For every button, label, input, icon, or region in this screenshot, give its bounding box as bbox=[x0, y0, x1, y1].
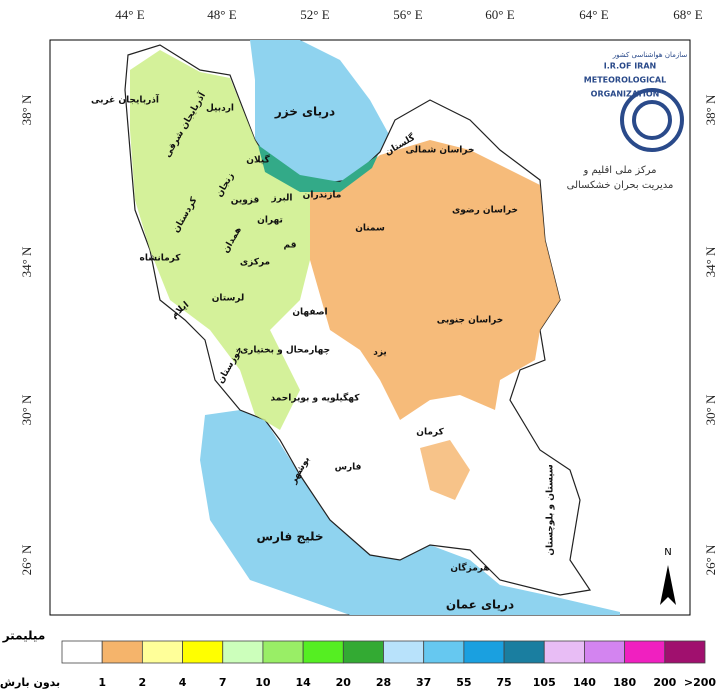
province-label: خراسان شمالی bbox=[406, 146, 475, 156]
province-label: خراسان جنوبی bbox=[437, 316, 504, 326]
logo: سازمان هواشناسی کشور I.R.OF IRAN METEORO… bbox=[567, 51, 688, 191]
legend-swatch bbox=[101, 640, 143, 664]
logo-ring bbox=[632, 100, 672, 140]
wet-area bbox=[130, 50, 310, 430]
logo-text: سازمان هواشناسی کشور bbox=[612, 51, 688, 59]
caspian bbox=[250, 40, 392, 185]
sea-label: دریای عمان bbox=[446, 598, 514, 612]
legend-swatch bbox=[262, 640, 304, 664]
logo-text: I.R.OF IRAN bbox=[604, 62, 656, 71]
lat-label: 26° N bbox=[703, 544, 718, 575]
legend-label: 20 bbox=[336, 676, 352, 689]
legend-label: 75 bbox=[496, 676, 511, 689]
province-label: تهران bbox=[257, 216, 283, 226]
legend-label: 14 bbox=[295, 676, 311, 689]
legend-label: 2 bbox=[139, 676, 147, 689]
legend-title: میلیمتر bbox=[2, 629, 46, 643]
province-label: گیلان bbox=[246, 154, 270, 166]
province-label: آذربایجان غربی bbox=[91, 94, 160, 106]
lon-label: 44° E bbox=[115, 7, 144, 22]
legend-label: بدون بارش bbox=[0, 676, 60, 689]
province-label: سیستان و بلوچستان bbox=[546, 464, 556, 556]
dry-patch bbox=[420, 440, 470, 500]
legend-swatch bbox=[423, 640, 465, 664]
legend-label: 28 bbox=[376, 676, 391, 689]
province-label: اردبیل bbox=[206, 104, 234, 114]
lat-label: 34° N bbox=[703, 246, 718, 277]
legend-label: 10 bbox=[255, 676, 271, 689]
province-label: سمنان bbox=[355, 224, 385, 234]
province-label: قزوین bbox=[231, 196, 260, 206]
legend-label: 1 bbox=[98, 676, 106, 689]
legend-swatch bbox=[182, 640, 224, 664]
logo-text: METEOROLOGICAL bbox=[584, 76, 666, 85]
legend-label: 37 bbox=[416, 676, 431, 689]
lon-label: 56° E bbox=[393, 7, 422, 22]
logo-text: ORGANIZATION bbox=[591, 90, 660, 99]
province-label: چهارمحال و بختیاری bbox=[240, 346, 330, 356]
province-label: کرمان bbox=[416, 428, 444, 438]
sea-label: خلیج فارس bbox=[256, 530, 323, 544]
legend-label: >200 bbox=[684, 676, 717, 689]
legend-swatch bbox=[463, 640, 505, 664]
legend-label: 55 bbox=[456, 676, 471, 689]
province-label: کرمانشاه bbox=[139, 254, 181, 264]
lat-label: 30° N bbox=[19, 394, 34, 425]
legend-swatch bbox=[584, 640, 626, 664]
legend-label: 7 bbox=[219, 676, 227, 689]
caspian-coast bbox=[258, 145, 378, 192]
legend-swatch bbox=[342, 640, 384, 664]
north-arrow bbox=[660, 565, 676, 605]
legend-label: 180 bbox=[613, 676, 636, 689]
province-label: اصفهان bbox=[292, 308, 327, 318]
province-label: خراسان رضوی bbox=[452, 206, 518, 216]
gulf bbox=[200, 410, 620, 615]
north-label: N bbox=[664, 547, 671, 558]
province-label: البرز bbox=[271, 194, 293, 204]
lon-label: 60° E bbox=[485, 7, 514, 22]
province-label: هرمزگان bbox=[450, 562, 489, 574]
legend-swatch bbox=[624, 640, 666, 664]
legend-swatch bbox=[141, 640, 183, 664]
province-label: یزد bbox=[373, 348, 387, 358]
province-label: لرستان bbox=[212, 294, 245, 304]
legend-swatch bbox=[302, 640, 344, 664]
dry-area bbox=[310, 140, 560, 420]
province-label: مازندران bbox=[303, 191, 342, 201]
province-label: مرکزی bbox=[240, 258, 270, 268]
lon-label: 68° E bbox=[673, 7, 702, 22]
legend-swatch bbox=[664, 640, 706, 664]
legend-label: 140 bbox=[573, 676, 596, 689]
lat-label: 34° N bbox=[19, 246, 34, 277]
legend-swatch bbox=[503, 640, 545, 664]
province-label: کهگیلویه و بویراحمد bbox=[271, 392, 361, 404]
legend-label: 4 bbox=[179, 676, 187, 689]
legend-swatch bbox=[222, 640, 264, 664]
legend-label: 105 bbox=[533, 676, 556, 689]
legend-label: 200 bbox=[653, 676, 676, 689]
lon-label: 64° E bbox=[579, 7, 608, 22]
lat-label: 38° N bbox=[703, 94, 718, 125]
lon-label: 48° E bbox=[207, 7, 236, 22]
lat-label: 26° N bbox=[19, 544, 34, 575]
lat-label: 30° N bbox=[703, 394, 718, 425]
logo-ring bbox=[620, 88, 684, 152]
logo-text: مرکز ملی اقلیم و bbox=[582, 165, 656, 176]
legend-swatch bbox=[383, 640, 425, 664]
lat-label: 38° N bbox=[19, 94, 34, 125]
legend-swatch bbox=[61, 640, 103, 664]
legend-swatch bbox=[543, 640, 585, 664]
province-label: فارس bbox=[335, 463, 362, 473]
sea-label: دریای خزر bbox=[274, 105, 335, 119]
province-label: قم bbox=[284, 241, 297, 251]
lon-label: 52° E bbox=[300, 7, 329, 22]
logo-text: مدیریت بحران خشکسالی bbox=[567, 180, 674, 191]
